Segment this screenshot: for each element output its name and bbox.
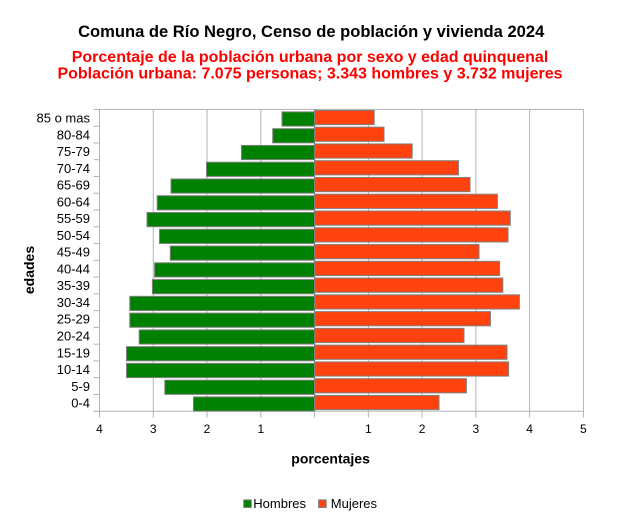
svg-text:80-84: 80-84 bbox=[57, 127, 90, 142]
svg-text:5-9: 5-9 bbox=[71, 379, 90, 394]
svg-text:0-4: 0-4 bbox=[71, 396, 90, 411]
svg-text:40-44: 40-44 bbox=[57, 261, 90, 276]
svg-text:1: 1 bbox=[365, 422, 372, 436]
svg-text:4: 4 bbox=[96, 422, 103, 436]
svg-text:2: 2 bbox=[419, 422, 426, 436]
svg-text:70-74: 70-74 bbox=[57, 161, 90, 176]
svg-text:Hombres: Hombres bbox=[253, 496, 306, 511]
svg-text:1: 1 bbox=[257, 422, 264, 436]
svg-text:Comuna de Río Negro, Censo de: Comuna de Río Negro, Censo de población … bbox=[78, 22, 545, 41]
svg-text:65-69: 65-69 bbox=[57, 178, 90, 193]
svg-text:60-64: 60-64 bbox=[57, 194, 90, 209]
svg-text:50-54: 50-54 bbox=[57, 228, 90, 243]
svg-text:2: 2 bbox=[204, 422, 211, 436]
svg-text:10-14: 10-14 bbox=[57, 362, 90, 377]
svg-text:3: 3 bbox=[150, 422, 157, 436]
svg-text:15-19: 15-19 bbox=[57, 345, 90, 360]
svg-text:20-24: 20-24 bbox=[57, 328, 90, 343]
svg-text:Porcentaje de la población urb: Porcentaje de la población urbana por se… bbox=[72, 49, 549, 66]
svg-text:edades: edades bbox=[21, 246, 37, 294]
svg-text:4: 4 bbox=[526, 422, 533, 436]
svg-text:55-59: 55-59 bbox=[57, 211, 90, 226]
svg-text:35-39: 35-39 bbox=[57, 278, 90, 293]
svg-text:porcentajes: porcentajes bbox=[291, 450, 370, 466]
svg-text:Población urbana: 7.075 person: Población urbana: 7.075 personas; 3.343 … bbox=[57, 65, 562, 82]
svg-text:25-29: 25-29 bbox=[57, 312, 90, 327]
svg-text:85 o mas: 85 o mas bbox=[37, 111, 91, 126]
svg-text:5: 5 bbox=[580, 422, 587, 436]
svg-text:3: 3 bbox=[473, 422, 480, 436]
svg-text:75-79: 75-79 bbox=[57, 144, 90, 159]
svg-text:45-49: 45-49 bbox=[57, 245, 90, 260]
svg-text:30-34: 30-34 bbox=[57, 295, 90, 310]
svg-text:Mujeres: Mujeres bbox=[331, 496, 378, 511]
